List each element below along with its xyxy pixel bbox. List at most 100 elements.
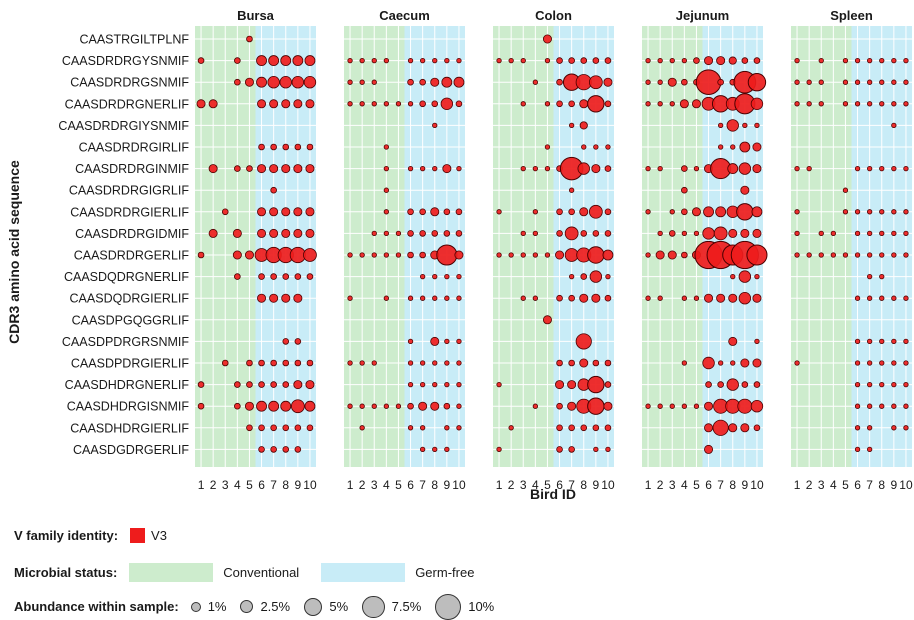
data-point bbox=[605, 144, 611, 150]
data-point bbox=[454, 250, 464, 260]
data-point bbox=[591, 164, 601, 174]
data-point bbox=[879, 338, 885, 345]
data-point bbox=[867, 273, 873, 280]
data-point bbox=[842, 79, 849, 85]
data-point bbox=[456, 403, 462, 409]
data-point bbox=[753, 57, 761, 64]
data-point bbox=[293, 99, 303, 109]
data-point bbox=[432, 57, 438, 64]
y-tick-label: CAASDRDRGSNMIF bbox=[70, 76, 189, 90]
data-point bbox=[603, 401, 613, 411]
data-point bbox=[419, 78, 426, 86]
data-point bbox=[532, 209, 538, 215]
data-point bbox=[282, 143, 290, 151]
data-point bbox=[280, 400, 292, 412]
data-point bbox=[740, 185, 750, 195]
data-point bbox=[371, 57, 377, 64]
data-point bbox=[726, 119, 739, 132]
data-point bbox=[903, 101, 909, 107]
data-point bbox=[496, 381, 502, 388]
data-point bbox=[407, 230, 414, 237]
data-point bbox=[419, 360, 426, 366]
data-point bbox=[347, 403, 353, 409]
data-point bbox=[347, 295, 353, 301]
data-point bbox=[579, 358, 589, 368]
data-point bbox=[383, 252, 390, 258]
data-point bbox=[669, 57, 675, 64]
data-point bbox=[419, 57, 426, 64]
data-point bbox=[702, 227, 715, 240]
data-point bbox=[891, 230, 897, 237]
data-point bbox=[818, 79, 824, 85]
x-tick-label: 6 bbox=[258, 478, 265, 492]
data-point bbox=[270, 143, 277, 151]
data-point bbox=[580, 273, 588, 280]
data-point bbox=[903, 295, 909, 301]
data-point bbox=[419, 273, 426, 280]
x-tick-label: 7 bbox=[419, 478, 426, 492]
data-point bbox=[605, 446, 611, 453]
data-point bbox=[740, 423, 750, 433]
x-tick-label: 5 bbox=[395, 478, 402, 492]
data-point bbox=[419, 208, 426, 216]
data-point bbox=[407, 165, 414, 172]
data-point bbox=[383, 57, 390, 64]
data-point bbox=[818, 101, 824, 107]
data-point bbox=[581, 144, 587, 150]
data-point bbox=[257, 164, 267, 174]
x-tick-label: 8 bbox=[431, 478, 438, 492]
data-point bbox=[407, 360, 414, 366]
y-tick-label: CAASDRDRGIERLIF bbox=[70, 205, 189, 219]
data-point bbox=[592, 424, 600, 432]
data-point bbox=[691, 99, 701, 109]
data-point bbox=[752, 358, 762, 368]
data-point bbox=[444, 295, 450, 301]
y-tick-label: CAASDGDRGERLIF bbox=[73, 443, 189, 457]
data-point bbox=[347, 57, 353, 64]
data-point bbox=[430, 401, 440, 411]
data-point bbox=[208, 164, 218, 174]
data-point bbox=[681, 360, 687, 366]
data-point bbox=[444, 338, 450, 345]
size-key-item: 1% bbox=[190, 599, 226, 614]
data-point bbox=[867, 209, 873, 215]
data-point bbox=[508, 252, 514, 258]
y-tick-label: CAASDQDRGNERLIF bbox=[64, 270, 189, 284]
data-point bbox=[294, 446, 302, 453]
data-point bbox=[691, 207, 701, 217]
data-point bbox=[257, 99, 267, 109]
x-tick-label: 9 bbox=[295, 478, 302, 492]
data-point bbox=[246, 424, 253, 432]
data-point bbox=[867, 230, 873, 237]
data-point bbox=[752, 142, 762, 152]
data-point bbox=[496, 57, 502, 64]
data-point bbox=[669, 403, 675, 409]
data-point bbox=[568, 359, 575, 367]
data-point bbox=[520, 230, 526, 237]
data-point bbox=[681, 208, 688, 216]
data-point bbox=[419, 165, 426, 172]
data-point bbox=[645, 295, 651, 301]
data-point bbox=[657, 165, 663, 172]
x-tick-label: 2 bbox=[508, 478, 515, 492]
data-point bbox=[879, 165, 885, 172]
data-point bbox=[443, 402, 451, 410]
data-point bbox=[282, 446, 290, 453]
data-point bbox=[903, 252, 909, 258]
data-point bbox=[383, 187, 390, 193]
data-point bbox=[256, 76, 267, 88]
data-point bbox=[555, 380, 565, 390]
data-point bbox=[645, 209, 651, 215]
data-point bbox=[383, 209, 390, 215]
x-tick-label: 10 bbox=[899, 478, 913, 492]
data-point bbox=[567, 401, 577, 411]
y-tick-label: CAASDRDRGIGRLIF bbox=[69, 184, 190, 198]
data-point bbox=[704, 56, 714, 66]
data-point bbox=[693, 403, 700, 409]
data-point bbox=[532, 165, 538, 172]
data-point bbox=[604, 424, 612, 432]
data-point bbox=[867, 101, 873, 107]
data-point bbox=[359, 360, 365, 366]
data-point bbox=[456, 165, 462, 172]
